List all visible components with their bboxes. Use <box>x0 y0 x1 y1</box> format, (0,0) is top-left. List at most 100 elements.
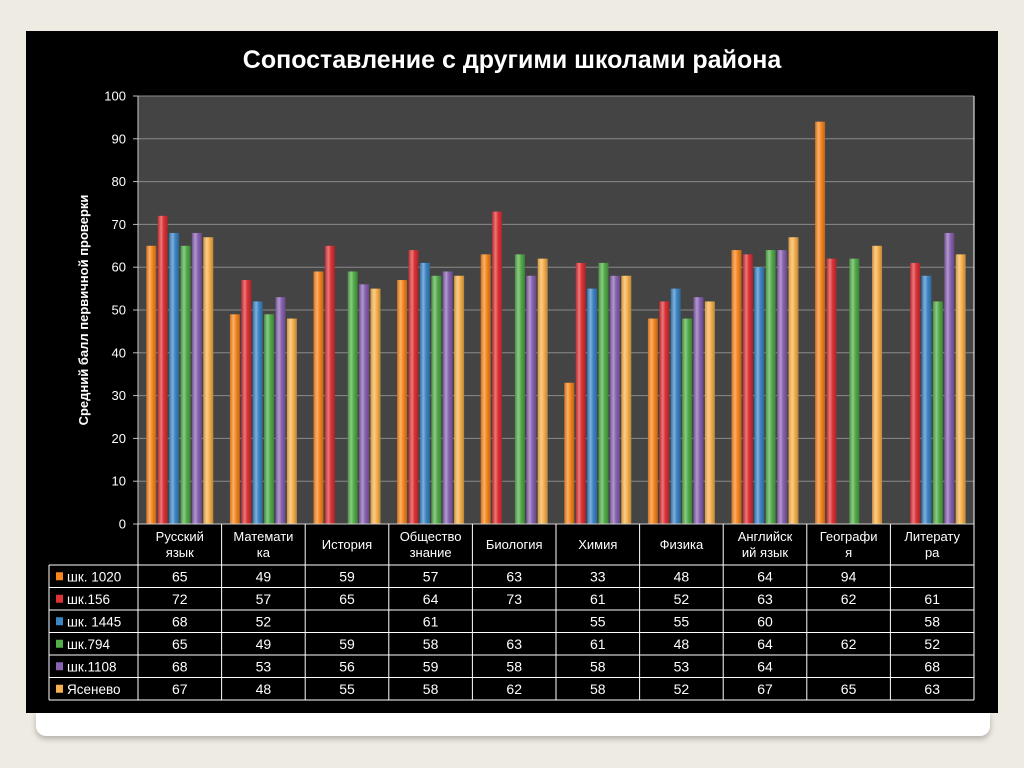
category-label: Математи <box>233 529 293 544</box>
bar <box>241 280 252 524</box>
table-cell-value: 33 <box>590 568 606 584</box>
y-axis-label: Средний балл первичной проверки <box>76 195 91 426</box>
table-cell-value: 73 <box>506 591 522 607</box>
y-tick-label: 20 <box>112 431 126 446</box>
legend-key <box>56 594 63 603</box>
bar <box>731 250 742 524</box>
table-cell-value: 72 <box>172 591 188 607</box>
table-cell-value: 61 <box>423 613 439 629</box>
bar <box>932 301 943 524</box>
table-cell-value: 52 <box>674 591 690 607</box>
bar <box>598 262 609 524</box>
table-cell-value: 58 <box>506 658 522 674</box>
table-cell-value: 59 <box>423 658 439 674</box>
table-cell-value: 53 <box>256 658 272 674</box>
bar <box>313 271 324 524</box>
bar <box>191 232 202 524</box>
table-cell-value: 68 <box>172 613 188 629</box>
chart-title: Сопоставление с другими школами района <box>243 46 783 74</box>
bar <box>180 245 191 525</box>
table-cell-value: 64 <box>757 658 773 674</box>
bar <box>442 271 453 524</box>
table-cell-value: 65 <box>339 591 355 607</box>
table-cell-value: 53 <box>674 658 690 674</box>
bar <box>693 297 704 524</box>
bar <box>826 258 837 524</box>
table-cell-value: 59 <box>339 568 355 584</box>
table-cell-value: 61 <box>590 636 606 652</box>
legend-label: шк. 1445 <box>67 614 121 629</box>
table-cell-value: 49 <box>256 568 272 584</box>
bar <box>955 254 966 525</box>
legend-label: шк.1108 <box>67 659 117 674</box>
table-cell-value: 57 <box>256 591 272 607</box>
category-label: язык <box>166 545 194 560</box>
bar <box>264 314 275 524</box>
table-cell-value: 68 <box>172 658 188 674</box>
table-cell-value: 61 <box>924 591 940 607</box>
bar <box>609 275 620 524</box>
comparison-chart: Сопоставление с другими школами района 0 1… <box>48 46 975 701</box>
table-cell-value: 65 <box>172 568 188 584</box>
category-label: История <box>322 537 372 552</box>
bar <box>275 297 286 524</box>
table-cell-value: 56 <box>339 658 355 674</box>
table-cell-value: 52 <box>256 613 272 629</box>
y-tick-label: 0 <box>119 517 126 532</box>
table-cell-value: 59 <box>339 636 355 652</box>
bar <box>659 301 670 524</box>
table-cell-value: 63 <box>506 636 522 652</box>
chart-panel: Сопоставление с другими школами района 0 1… <box>26 31 998 713</box>
table-cell-value: 55 <box>674 613 690 629</box>
category-label: ий язык <box>742 545 788 560</box>
table-cell-value: 64 <box>423 591 439 607</box>
legend-key <box>56 572 63 581</box>
bar <box>872 245 883 525</box>
table-cell-value: 94 <box>841 568 857 584</box>
category-label: Английск <box>738 529 793 544</box>
bar <box>169 232 180 524</box>
bar <box>397 280 408 524</box>
bar <box>492 211 503 524</box>
category-label: знание <box>410 545 452 560</box>
legend-key <box>56 662 63 671</box>
y-tick-label: 50 <box>112 303 126 318</box>
table-cell-value: 63 <box>506 568 522 584</box>
table-cell-value: 58 <box>590 681 606 697</box>
table-cell-value: 58 <box>590 658 606 674</box>
table-cell-value: 48 <box>674 636 690 652</box>
bar <box>944 232 955 524</box>
category-label: ка <box>257 545 271 560</box>
bar <box>754 267 765 524</box>
y-tick-label: 10 <box>112 474 126 489</box>
table-cell-value: 63 <box>757 591 773 607</box>
table-cell-value: 57 <box>423 568 439 584</box>
table-cell-value: 67 <box>172 681 188 697</box>
bar <box>526 275 537 524</box>
y-tick-label: 80 <box>112 174 126 189</box>
table-cell-value: 52 <box>674 681 690 697</box>
category-label: ра <box>925 545 940 560</box>
y-tick-label: 100 <box>104 89 126 104</box>
table-cell-value: 58 <box>423 636 439 652</box>
bar <box>480 254 491 525</box>
legend-label: шк.794 <box>67 637 111 652</box>
table-cell-value: 49 <box>256 636 272 652</box>
table-cell-value: 62 <box>841 636 857 652</box>
bar <box>324 245 335 525</box>
bar <box>575 262 586 524</box>
bar <box>359 284 370 524</box>
table-cell-value: 55 <box>590 613 606 629</box>
slide-frame <box>36 712 990 736</box>
bar <box>454 275 465 524</box>
table-cell-value: 62 <box>506 681 522 697</box>
category-label: Русский <box>156 529 204 544</box>
bar <box>682 318 693 524</box>
bar <box>419 262 430 524</box>
category-label: Литерату <box>904 529 960 544</box>
category-label: Общество <box>400 529 462 544</box>
bar <box>777 250 788 524</box>
table-cell-value: 65 <box>841 681 857 697</box>
legend-key <box>56 617 63 626</box>
bar <box>347 271 358 524</box>
